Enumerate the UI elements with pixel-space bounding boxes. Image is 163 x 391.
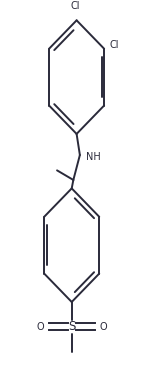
Text: S: S xyxy=(68,320,75,334)
Text: O: O xyxy=(99,322,107,332)
Text: Cl: Cl xyxy=(109,40,119,50)
Text: O: O xyxy=(36,322,44,332)
Text: Cl: Cl xyxy=(70,1,80,11)
Text: NH: NH xyxy=(86,152,101,162)
